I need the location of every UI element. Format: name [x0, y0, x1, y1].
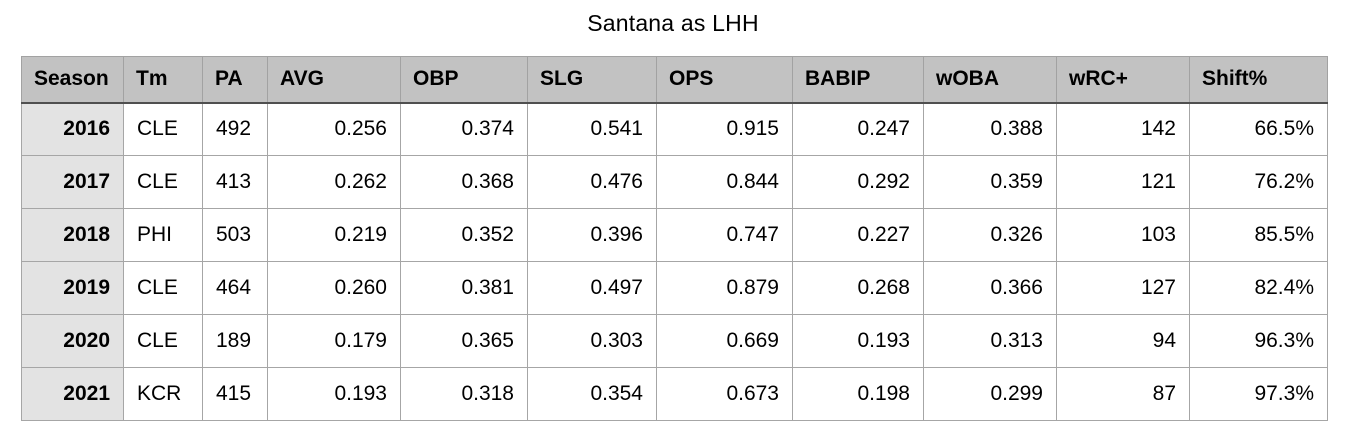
- table-cell: 0.260: [267, 261, 401, 315]
- table-cell: 142: [1056, 102, 1190, 156]
- table-cell: 2020: [21, 314, 124, 368]
- table-cell: 96.3%: [1189, 314, 1328, 368]
- table-row: 2016 CLE 492 0.256 0.374 0.541 0.915 0.247 0.388…: [21, 102, 1328, 156]
- table-cell: 0.268: [792, 261, 924, 315]
- table-cell: 85.5%: [1189, 208, 1328, 262]
- table-cell: KCR: [123, 367, 203, 421]
- table-cell: 0.476: [527, 155, 657, 209]
- table-cell: 0.541: [527, 102, 657, 156]
- table-cell: 0.313: [923, 314, 1057, 368]
- table-cell: 0.193: [267, 367, 401, 421]
- column-header-tm: Tm: [123, 56, 203, 104]
- table-cell: 0.227: [792, 208, 924, 262]
- table-cell: 121: [1056, 155, 1190, 209]
- table-cell: 0.368: [400, 155, 528, 209]
- table-cell: 0.354: [527, 367, 657, 421]
- column-header-shift: Shift%: [1189, 56, 1328, 104]
- table-cell: 2016: [21, 102, 124, 156]
- table-cell: 0.747: [656, 208, 793, 262]
- page-title: Santana as LHH: [587, 10, 759, 36]
- table-cell: 0.219: [267, 208, 401, 262]
- stats-table: Season Tm PA AVG OBP SLG OPS BABIP wOBA wRC+ Shift…: [21, 56, 1328, 421]
- table-cell: 0.193: [792, 314, 924, 368]
- table-cell: 0.915: [656, 102, 793, 156]
- column-header-season: Season: [21, 56, 124, 104]
- column-header-babip: BABIP: [792, 56, 924, 104]
- table-cell: 0.262: [267, 155, 401, 209]
- table-cell: 0.365: [400, 314, 528, 368]
- table-cell: CLE: [123, 261, 203, 315]
- table-body: 2016 CLE 492 0.256 0.374 0.541 0.915 0.247 0.388…: [21, 102, 1328, 421]
- table-cell: PHI: [123, 208, 203, 262]
- table-row: 2019 CLE 464 0.260 0.381 0.497 0.879 0.268 0.366…: [21, 261, 1328, 315]
- table-cell: 189: [202, 314, 268, 368]
- table-cell: 0.374: [400, 102, 528, 156]
- table-cell: 0.326: [923, 208, 1057, 262]
- table-cell: 0.359: [923, 155, 1057, 209]
- table-cell: 415: [202, 367, 268, 421]
- table-cell: 0.366: [923, 261, 1057, 315]
- table-cell: 0.388: [923, 102, 1057, 156]
- table-cell: 127: [1056, 261, 1190, 315]
- table-row: 2017 CLE 413 0.262 0.368 0.476 0.844 0.292 0.359…: [21, 155, 1328, 209]
- table-header: Season Tm PA AVG OBP SLG OPS BABIP wOBA wRC+ Shift…: [21, 56, 1328, 104]
- table-cell: 0.292: [792, 155, 924, 209]
- table-cell: 2017: [21, 155, 124, 209]
- table-cell: 0.247: [792, 102, 924, 156]
- table-cell: 97.3%: [1189, 367, 1328, 421]
- table-cell: 0.318: [400, 367, 528, 421]
- table-cell: 0.673: [656, 367, 793, 421]
- table-cell: 492: [202, 102, 268, 156]
- table-cell: 0.381: [400, 261, 528, 315]
- table-cell: 2019: [21, 261, 124, 315]
- column-header-ops: OPS: [656, 56, 793, 104]
- table-cell: 82.4%: [1189, 261, 1328, 315]
- table-cell: 0.256: [267, 102, 401, 156]
- table-cell: 103: [1056, 208, 1190, 262]
- table-cell: 464: [202, 261, 268, 315]
- table-cell: 0.179: [267, 314, 401, 368]
- table-cell: 0.299: [923, 367, 1057, 421]
- table-row: 2018 PHI 503 0.219 0.352 0.396 0.747 0.227 0.326…: [21, 208, 1328, 262]
- table-cell: 0.879: [656, 261, 793, 315]
- table-cell: 66.5%: [1189, 102, 1328, 156]
- table-cell: 413: [202, 155, 268, 209]
- table-cell: 76.2%: [1189, 155, 1328, 209]
- table-cell: 0.198: [792, 367, 924, 421]
- table-cell: 0.352: [400, 208, 528, 262]
- table-cell: CLE: [123, 314, 203, 368]
- table-cell: CLE: [123, 102, 203, 156]
- table-row: 2020 CLE 189 0.179 0.365 0.303 0.669 0.193 0.313…: [21, 314, 1328, 368]
- table-row: 2021 KCR 415 0.193 0.318 0.354 0.673 0.198 0.299…: [21, 367, 1328, 421]
- table-cell: 87: [1056, 367, 1190, 421]
- table-cell: 2021: [21, 367, 124, 421]
- table-cell: 0.844: [656, 155, 793, 209]
- column-header-obp: OBP: [400, 56, 528, 104]
- column-header-avg: AVG: [267, 56, 401, 104]
- table-cell: 503: [202, 208, 268, 262]
- column-header-wrc: wRC+: [1056, 56, 1190, 104]
- column-header-woba: wOBA: [923, 56, 1057, 104]
- table-cell: 0.669: [656, 314, 793, 368]
- table-cell: 94: [1056, 314, 1190, 368]
- column-header-slg: SLG: [527, 56, 657, 104]
- table-cell: 0.497: [527, 261, 657, 315]
- table-cell: CLE: [123, 155, 203, 209]
- header-row: Season Tm PA AVG OBP SLG OPS BABIP wOBA wRC+ Shift…: [21, 56, 1328, 104]
- table-cell: 0.396: [527, 208, 657, 262]
- table-cell: 2018: [21, 208, 124, 262]
- column-header-pa: PA: [202, 56, 268, 104]
- table-cell: 0.303: [527, 314, 657, 368]
